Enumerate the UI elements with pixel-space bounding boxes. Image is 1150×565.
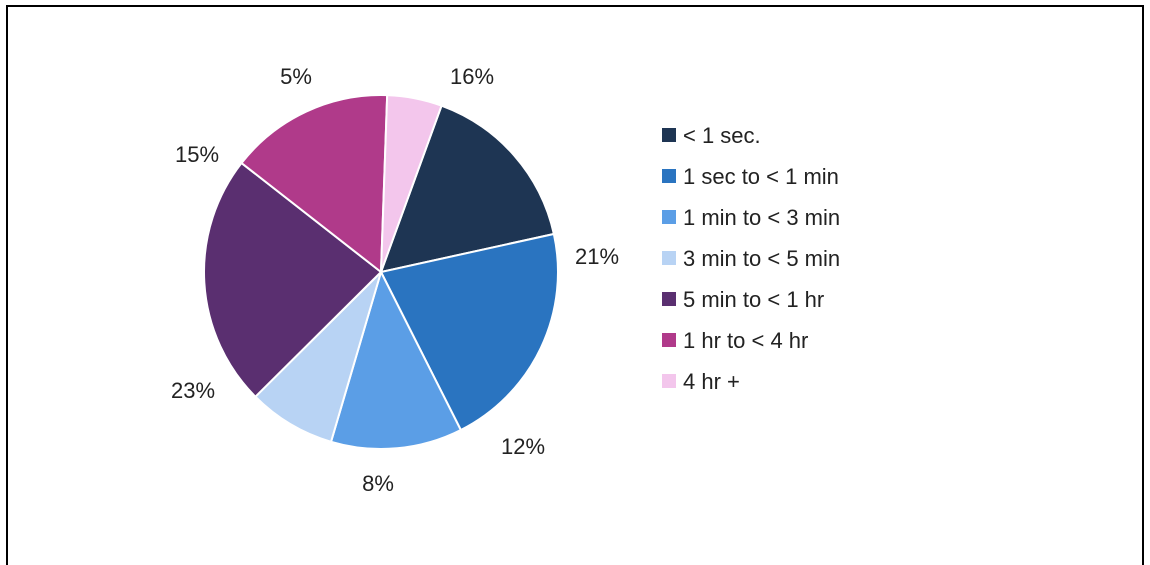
pie-slice (379, 104, 556, 274)
slice-percentage-label: 15% (175, 142, 219, 167)
slice-percentage-label: 16% (450, 64, 494, 89)
legend-label: < 1 sec. (683, 123, 761, 148)
pie-slice (329, 269, 463, 451)
pie-slice (379, 232, 559, 432)
legend-swatch (662, 292, 676, 306)
slice-percentage-label: 21% (575, 244, 619, 269)
legend-label: 1 min to < 3 min (683, 205, 840, 230)
slice-percentage-label: 12% (501, 434, 545, 459)
legend-swatch (662, 333, 676, 347)
pie-slice (380, 94, 443, 273)
legend-label: 4 hr + (683, 369, 740, 394)
legend: < 1 sec. 1 sec to < 1 min 1 min to < 3 min… (662, 123, 840, 394)
legend-swatch (662, 210, 676, 224)
legend-swatch (662, 128, 676, 142)
pie-slice (240, 94, 389, 274)
percentage-labels: 16% 21% 12% 8% 23% 15% 5% (171, 64, 619, 496)
legend-swatch (662, 251, 676, 265)
chart-frame (6, 5, 1144, 565)
legend-label: 1 hr to < 4 hr (683, 328, 808, 353)
legend-label: 5 min to < 1 hr (683, 287, 824, 312)
slice-percentage-label: 8% (362, 471, 394, 496)
legend-label: 1 sec to < 1 min (683, 164, 839, 189)
pie-slice (203, 161, 383, 399)
pie-slice (253, 271, 382, 444)
legend-label: 3 min to < 5 min (683, 246, 840, 271)
slice-percentage-label: 23% (171, 378, 215, 403)
legend-swatch (662, 169, 676, 183)
slice-percentage-label: 5% (280, 64, 312, 89)
pie-slices (203, 94, 559, 451)
legend-swatch (662, 374, 676, 388)
